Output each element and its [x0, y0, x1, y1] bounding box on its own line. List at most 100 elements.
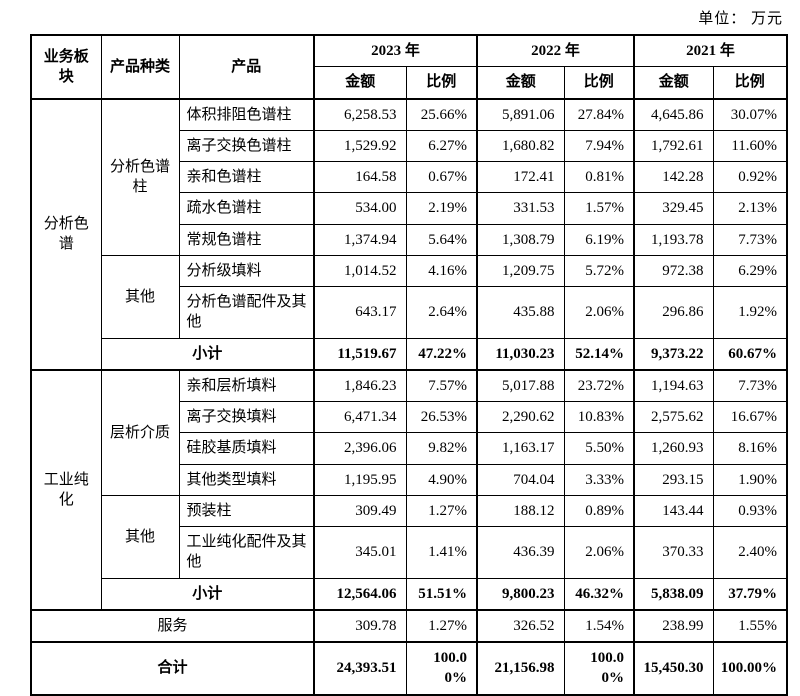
- amount-cell: 1,195.95: [313, 463, 407, 496]
- header-year-2: 2021 年: [633, 34, 788, 68]
- product-cell: 体积排阻色谱柱: [178, 97, 315, 131]
- table-row: 小计 11,519.67 47.22% 11,030.23 52.14% 9,373.22…: [31, 337, 788, 371]
- ratio-cell: 25.66%: [405, 97, 478, 131]
- table-row: 分析色谱 分析色谱柱 体积排阻色谱柱 6,258.53 25.66% 5,891.06 27…: [30, 97, 788, 371]
- table-row: 小计 12,564.06 51.51% 9,800.23 46.32% 5,838.09 3…: [31, 577, 788, 611]
- amount-cell: 1,846.23: [313, 368, 407, 402]
- amount-cell: 436.39: [476, 526, 565, 579]
- table-row: 服务 309.78 1.27% 326.52 1.54% 238.99 1.55%: [30, 608, 788, 643]
- ratio-cell: 9.82%: [405, 432, 478, 465]
- amount-cell: 4,645.86: [633, 97, 714, 131]
- ratio-cell: 3.33%: [563, 463, 635, 496]
- amount-cell: 1,529.92: [313, 129, 407, 163]
- header-group-col-2: 产品: [178, 34, 315, 99]
- revenue-breakdown-table: 业务板块 产品种类 产品 2023 年 2022 年 2021 年金额 比例 金额 比例 金额 比例…: [30, 34, 789, 696]
- table-row: 其他类型填料 1,195.95 4.90% 704.04 3.33% 293.15 1.90…: [31, 463, 788, 496]
- amount-cell: 11,030.23: [476, 337, 565, 371]
- ratio-cell: 1.92%: [712, 286, 788, 339]
- amount-cell: 188.12: [476, 494, 565, 528]
- ratio-cell: 1.55%: [712, 608, 788, 643]
- amount-cell: 309.49: [313, 494, 407, 528]
- amount-cell: 2,396.06: [313, 432, 407, 465]
- amount-cell: 6,471.34: [313, 400, 407, 434]
- amount-cell: 643.17: [313, 286, 407, 339]
- product-cell: 分析级填料: [178, 254, 315, 288]
- amount-cell: 293.15: [633, 463, 714, 496]
- ratio-cell: 1.54%: [563, 608, 635, 643]
- amount-cell: 331.53: [476, 192, 565, 225]
- amount-cell: 704.04: [476, 463, 565, 496]
- ratio-cell: 6.29%: [712, 254, 788, 288]
- amount-cell: 1,193.78: [633, 223, 714, 256]
- table-body: 分析色谱 分析色谱柱 体积排阻色谱柱 6,258.53 25.66% 5,891.06 27…: [30, 97, 788, 695]
- unit-label: 单位： 万元: [698, 11, 783, 27]
- ratio-cell: 5.64%: [405, 223, 478, 256]
- ratio-cell: 8.16%: [712, 432, 788, 465]
- category-cell: 分析色谱柱: [100, 97, 180, 256]
- amount-cell: 172.41: [476, 160, 565, 194]
- category-cell: 其他: [100, 254, 180, 339]
- amount-cell: 12,564.06: [313, 577, 407, 611]
- row-label-cell: 小计: [100, 577, 315, 611]
- amount-cell: 972.38: [633, 254, 714, 288]
- ratio-cell: 5.72%: [563, 254, 635, 288]
- table-header: 业务板块 产品种类 产品 2023 年 2022 年 2021 年金额 比例 金额 比例 金额 比例: [30, 34, 788, 99]
- amount-cell: 2,290.62: [476, 400, 565, 434]
- ratio-cell: 1.57%: [563, 192, 635, 225]
- ratio-cell: 100.00%: [563, 641, 635, 695]
- ratio-cell: 51.51%: [405, 577, 478, 611]
- table-row: 常规色谱柱 1,374.94 5.64% 1,308.79 6.19% 1,193.78 7…: [31, 223, 788, 256]
- ratio-cell: 2.40%: [712, 526, 788, 579]
- header-group-col-0: 业务板块: [30, 34, 102, 99]
- header-ratio: 比例: [405, 66, 478, 99]
- amount-cell: 164.58: [313, 160, 407, 194]
- ratio-cell: 46.32%: [563, 577, 635, 611]
- amount-cell: 5,017.88: [476, 368, 565, 402]
- amount-cell: 9,800.23: [476, 577, 565, 611]
- header-year-1: 2022 年: [476, 34, 635, 68]
- table-row: 合计 24,393.51 100.00% 21,156.98 100.00% 15,450…: [30, 641, 788, 695]
- ratio-cell: 100.00%: [405, 641, 478, 695]
- header-row-years: 业务板块 产品种类 产品 2023 年 2022 年 2021 年: [30, 34, 788, 99]
- table-row: 离子交换色谱柱 1,529.92 6.27% 1,680.82 7.94% 1,792.6…: [31, 129, 788, 163]
- table-row: 其他 分析级填料 1,014.52 4.16% 1,209.75 5.72% 972.38 6…: [31, 254, 788, 339]
- product-cell: 常规色谱柱: [178, 223, 315, 256]
- amount-cell: 296.86: [633, 286, 714, 339]
- amount-cell: 1,194.63: [633, 368, 714, 402]
- product-cell: 硅胶基质填料: [178, 432, 315, 465]
- amount-cell: 309.78: [313, 608, 407, 643]
- product-cell: 离子交换填料: [178, 400, 315, 434]
- row-label-cell: 小计: [100, 337, 315, 371]
- ratio-cell: 7.73%: [712, 368, 788, 402]
- amount-cell: 5,891.06: [476, 97, 565, 131]
- ratio-cell: 1.41%: [405, 526, 478, 579]
- header-ratio: 比例: [563, 66, 635, 99]
- segment-cell: 分析色谱: [30, 97, 102, 371]
- ratio-cell: 0.93%: [712, 494, 788, 528]
- ratio-cell: 6.27%: [405, 129, 478, 163]
- ratio-cell: 2.13%: [712, 192, 788, 225]
- ratio-cell: 100.00%: [712, 641, 788, 695]
- ratio-cell: 16.67%: [712, 400, 788, 434]
- ratio-cell: 23.72%: [563, 368, 635, 402]
- amount-cell: 1,163.17: [476, 432, 565, 465]
- product-cell: 疏水色谱柱: [178, 192, 315, 225]
- ratio-cell: 0.92%: [712, 160, 788, 194]
- product-cell: 工业纯化配件及其他: [178, 526, 315, 579]
- table-row: 工业纯化 层析介质 亲和层析填料 1,846.23 7.57% 5,017.88 23.72…: [30, 368, 788, 611]
- row-label-cell: 服务: [30, 608, 315, 643]
- amount-cell: 21,156.98: [476, 641, 565, 695]
- amount-cell: 435.88: [476, 286, 565, 339]
- amount-cell: 370.33: [633, 526, 714, 579]
- header-amount: 金额: [633, 66, 714, 99]
- ratio-cell: 60.67%: [712, 337, 788, 371]
- table-row: 工业纯化配件及其他 345.01 1.41% 436.39 2.06% 370.33 2.4…: [31, 526, 788, 579]
- ratio-cell: 1.90%: [712, 463, 788, 496]
- header-ratio: 比例: [712, 66, 788, 99]
- amount-cell: 326.52: [476, 608, 565, 643]
- header-amount: 金额: [476, 66, 565, 99]
- product-cell: 亲和层析填料: [178, 368, 315, 402]
- ratio-cell: 2.06%: [563, 526, 635, 579]
- header-amount: 金额: [313, 66, 407, 99]
- ratio-cell: 47.22%: [405, 337, 478, 371]
